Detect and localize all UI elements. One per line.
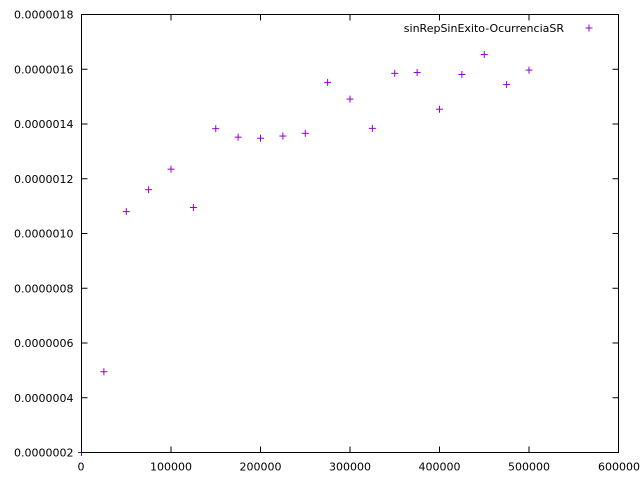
x-tick-label: 500000 (508, 461, 550, 474)
x-tick-label: 300000 (329, 461, 371, 474)
data-point (257, 134, 264, 142)
x-tick-label: 0 (78, 461, 85, 474)
data-point (503, 81, 511, 89)
data-point (279, 132, 287, 140)
data-point (436, 105, 443, 113)
data-point (391, 69, 399, 77)
data-point (301, 129, 309, 137)
legend-label: sinRepSinExito-OcurrenciaSR (404, 22, 565, 35)
data-point (234, 133, 242, 141)
y-tick-label: 0.0000012 (14, 173, 74, 186)
plot-frame (81, 14, 619, 453)
data-point (458, 70, 466, 78)
y-tick-label: 0.0000004 (14, 392, 74, 405)
legend: sinRepSinExito-OcurrenciaSR (404, 22, 593, 35)
x-tick-label: 100000 (150, 461, 192, 474)
y-tick-label: 0.0000014 (14, 118, 74, 131)
data-point (167, 165, 175, 173)
data-point (145, 186, 153, 194)
data-point (525, 66, 533, 74)
data-point (324, 78, 332, 86)
y-tick-label: 0.0000002 (14, 447, 74, 460)
x-tick-label: 400000 (419, 461, 461, 474)
data-point (100, 368, 108, 376)
y-tick-label: 0.0000018 (14, 9, 74, 22)
data-point (346, 95, 354, 103)
y-tick-label: 0.0000008 (14, 282, 74, 295)
data-points (78, 50, 533, 456)
data-point (189, 203, 197, 211)
x-tick-label: 200000 (240, 461, 282, 474)
data-point (368, 124, 376, 132)
data-point (413, 69, 421, 77)
y-tick-label: 0.0000006 (14, 337, 74, 350)
y-tick-label: 0.0000010 (14, 228, 74, 241)
axis-ticks: 0 100000 200000 300000 400000 500000 600000 0.0… (14, 9, 640, 474)
x-tick-label: 600000 (598, 461, 640, 474)
data-point (122, 208, 130, 216)
data-point (212, 125, 220, 133)
data-point (480, 50, 488, 58)
y-tick-label: 0.0000016 (14, 63, 74, 76)
legend-marker (585, 24, 593, 32)
